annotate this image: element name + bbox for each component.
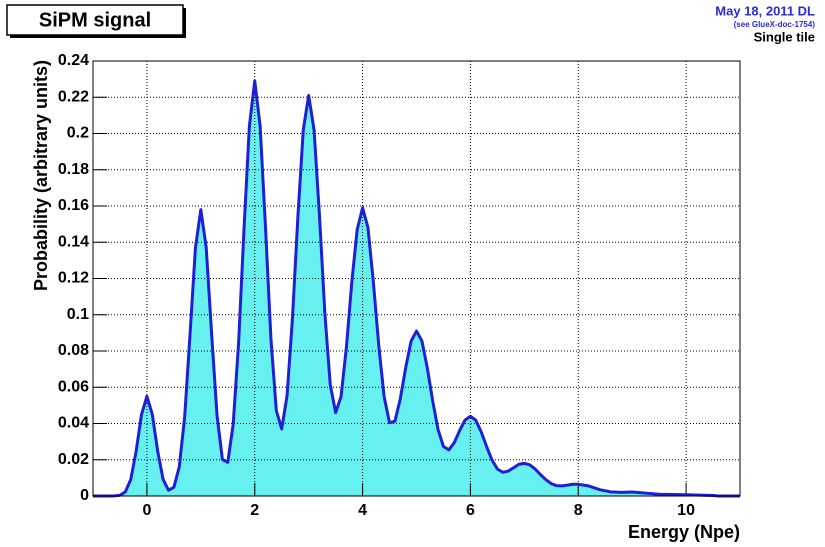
y-tick-label: 0.22 [58,88,89,105]
y-tick-label: 0 [80,487,89,504]
annotation: (see GlueX-doc-1754) [734,20,816,29]
plot-frame [92,60,741,497]
y-tick-label: 0.24 [58,52,89,69]
y-tick-label: 0.14 [58,233,89,250]
chart-title: SiPM signal [39,9,151,31]
y-tick-label: 0.1 [67,306,89,323]
y-tick-label: 0.08 [58,342,89,359]
y-tick-label: 0.16 [58,197,89,214]
y-tick-label: 0.2 [67,125,89,142]
y-tick-label: 0.02 [58,451,89,468]
y-tick-label: 0.04 [58,415,89,432]
annotation: May 18, 2011 DL [715,3,815,18]
y-axis-label: Probability (arbitrary units) [31,60,51,291]
y-tick-label: 0.18 [58,161,89,178]
x-tick-label: 0 [142,502,151,519]
x-tick-label: 6 [466,502,475,519]
title-box [6,4,184,36]
annotation: Single tile [754,29,815,44]
y-tick-label: 0.06 [58,378,89,395]
y-tick-label: 0.12 [58,270,89,287]
x-tick-label: 10 [677,502,695,519]
x-axis-label: Energy (Npe) [628,522,740,542]
x-tick-label: 8 [574,502,583,519]
x-tick-label: 2 [250,502,259,519]
line [93,79,740,498]
x-tick-label: 4 [358,502,367,519]
